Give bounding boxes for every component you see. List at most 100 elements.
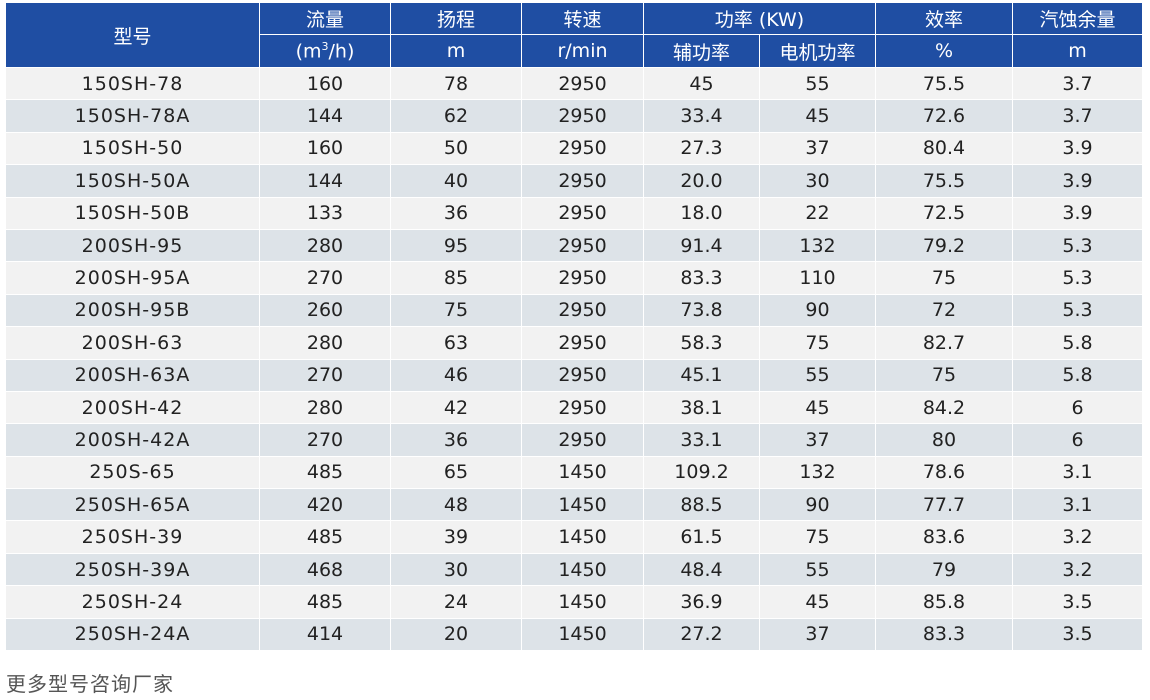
table-row: 250SH-24 485 24 1450 36.9 45 85.8 3.5 bbox=[5, 585, 1143, 619]
cell-speed: 2950 bbox=[521, 228, 644, 263]
cell-speed: 2950 bbox=[521, 326, 644, 360]
cell-motor-power: 90 bbox=[759, 293, 876, 328]
cell-speed: 1450 bbox=[521, 585, 644, 619]
table-row: 150SH-50 160 50 2950 27.3 37 80.4 3.9 bbox=[5, 131, 1143, 166]
table-row: 250S-65 485 65 1450 109.2 132 78.6 3.1 bbox=[5, 455, 1143, 490]
header-head: 扬程 bbox=[390, 2, 522, 35]
cell-npsh: 5.8 bbox=[1012, 358, 1143, 392]
cell-speed: 2950 bbox=[521, 66, 644, 101]
cell-model: 200SH-95 bbox=[5, 228, 260, 263]
cell-efficiency: 79.2 bbox=[875, 228, 1013, 263]
cell-shaft-power: 58.3 bbox=[643, 326, 760, 360]
cell-model: 150SH-50B bbox=[5, 196, 260, 230]
cell-model: 200SH-63A bbox=[5, 358, 260, 392]
cell-motor-power: 132 bbox=[759, 228, 876, 263]
cell-motor-power: 45 bbox=[759, 585, 876, 619]
cell-head: 46 bbox=[390, 358, 522, 392]
cell-npsh: 5.8 bbox=[1012, 326, 1143, 360]
unit-flow-sup: 3 bbox=[321, 39, 329, 53]
cell-flow: 160 bbox=[259, 66, 391, 101]
cell-flow: 280 bbox=[259, 228, 391, 263]
cell-model: 150SH-50 bbox=[5, 131, 260, 166]
cell-speed: 2950 bbox=[521, 261, 644, 295]
cell-speed: 2950 bbox=[521, 99, 644, 133]
table-row: 200SH-95 280 95 2950 91.4 132 79.2 5.3 bbox=[5, 228, 1143, 263]
cell-motor-power: 110 bbox=[759, 261, 876, 295]
header-flow: 流量 bbox=[259, 2, 391, 35]
cell-flow: 260 bbox=[259, 293, 391, 328]
table-row: 200SH-63A 270 46 2950 45.1 55 75 5.8 bbox=[5, 358, 1143, 392]
cell-npsh: 3.7 bbox=[1012, 99, 1143, 133]
cell-shaft-power: 83.3 bbox=[643, 261, 760, 295]
cell-npsh: 3.1 bbox=[1012, 488, 1143, 522]
cell-npsh: 6 bbox=[1012, 423, 1143, 457]
cell-flow: 280 bbox=[259, 326, 391, 360]
unit-npsh: m bbox=[1012, 34, 1143, 68]
header-npsh: 汽蚀余量 bbox=[1012, 2, 1143, 35]
cell-head: 39 bbox=[390, 520, 522, 554]
unit-flow: (m3/h) bbox=[259, 34, 391, 68]
cell-efficiency: 82.7 bbox=[875, 326, 1013, 360]
cell-model: 150SH-78 bbox=[5, 66, 260, 101]
header-speed: 转速 bbox=[521, 2, 644, 35]
cell-shaft-power: 36.9 bbox=[643, 585, 760, 619]
cell-model: 200SH-95A bbox=[5, 261, 260, 295]
cell-flow: 485 bbox=[259, 585, 391, 619]
table-row: 200SH-42A 270 36 2950 33.1 37 80 6 bbox=[5, 423, 1143, 457]
cell-npsh: 5.3 bbox=[1012, 228, 1143, 263]
header-power: 功率 (KW) bbox=[643, 2, 876, 35]
cell-head: 63 bbox=[390, 326, 522, 360]
cell-head: 42 bbox=[390, 390, 522, 425]
cell-flow: 468 bbox=[259, 552, 391, 587]
cell-speed: 2950 bbox=[521, 293, 644, 328]
cell-efficiency: 85.8 bbox=[875, 585, 1013, 619]
cell-efficiency: 77.7 bbox=[875, 488, 1013, 522]
cell-model: 200SH-42A bbox=[5, 423, 260, 457]
cell-head: 95 bbox=[390, 228, 522, 263]
cell-flow: 133 bbox=[259, 196, 391, 230]
cell-efficiency: 72.6 bbox=[875, 99, 1013, 133]
table-row: 200SH-42 280 42 2950 38.1 45 84.2 6 bbox=[5, 390, 1143, 425]
cell-model: 200SH-95B bbox=[5, 293, 260, 328]
cell-shaft-power: 20.0 bbox=[643, 164, 760, 198]
cell-efficiency: 80.4 bbox=[875, 131, 1013, 166]
cell-flow: 144 bbox=[259, 99, 391, 133]
header-model: 型号 bbox=[5, 2, 260, 68]
cell-shaft-power: 33.1 bbox=[643, 423, 760, 457]
cell-speed: 1450 bbox=[521, 617, 644, 652]
cell-npsh: 3.5 bbox=[1012, 617, 1143, 652]
cell-flow: 485 bbox=[259, 520, 391, 554]
cell-model: 200SH-63 bbox=[5, 326, 260, 360]
cell-npsh: 3.7 bbox=[1012, 66, 1143, 101]
cell-speed: 1450 bbox=[521, 520, 644, 554]
cell-speed: 1450 bbox=[521, 488, 644, 522]
cell-shaft-power: 48.4 bbox=[643, 552, 760, 587]
cell-motor-power: 75 bbox=[759, 520, 876, 554]
cell-npsh: 3.5 bbox=[1012, 585, 1143, 619]
cell-flow: 144 bbox=[259, 164, 391, 198]
cell-motor-power: 55 bbox=[759, 358, 876, 392]
cell-motor-power: 37 bbox=[759, 131, 876, 166]
cell-shaft-power: 109.2 bbox=[643, 455, 760, 490]
cell-head: 40 bbox=[390, 164, 522, 198]
cell-npsh: 3.2 bbox=[1012, 520, 1143, 554]
cell-model: 250SH-65A bbox=[5, 488, 260, 522]
cell-npsh: 6 bbox=[1012, 390, 1143, 425]
table-row: 250SH-39A 468 30 1450 48.4 55 79 3.2 bbox=[5, 552, 1143, 587]
cell-model: 150SH-50A bbox=[5, 164, 260, 198]
header-efficiency: 效率 bbox=[875, 2, 1013, 35]
cell-model: 200SH-42 bbox=[5, 390, 260, 425]
cell-npsh: 3.2 bbox=[1012, 552, 1143, 587]
cell-shaft-power: 27.3 bbox=[643, 131, 760, 166]
cell-shaft-power: 27.2 bbox=[643, 617, 760, 652]
cell-shaft-power: 73.8 bbox=[643, 293, 760, 328]
cell-speed: 2950 bbox=[521, 196, 644, 230]
cell-flow: 420 bbox=[259, 488, 391, 522]
cell-motor-power: 132 bbox=[759, 455, 876, 490]
table-row: 150SH-50B 133 36 2950 18.0 22 72.5 3.9 bbox=[5, 196, 1143, 230]
cell-speed: 2950 bbox=[521, 358, 644, 392]
unit-motor-power: 电机功率 bbox=[759, 34, 876, 68]
cell-head: 48 bbox=[390, 488, 522, 522]
cell-shaft-power: 18.0 bbox=[643, 196, 760, 230]
table-body: 150SH-78 160 78 2950 45 55 75.5 3.7 150SH-78A 144… bbox=[5, 66, 1143, 652]
